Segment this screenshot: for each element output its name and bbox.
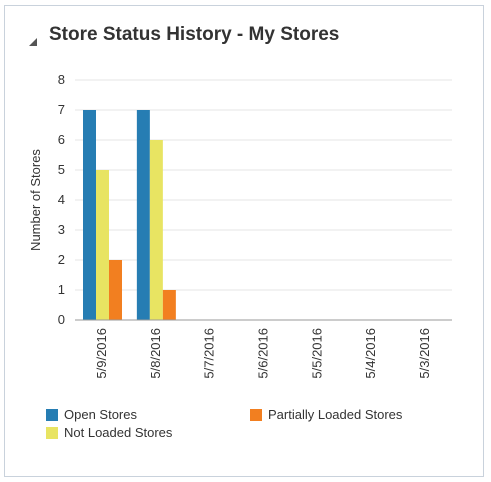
bar-open-stores [83,110,96,320]
y-tick-label: 5 [58,162,65,177]
legend-swatch-partially-loaded-stores [250,408,262,421]
legend-label-not-loaded-stores: Not Loaded Stores [64,425,173,440]
panel-header: Store Status History - My Stores [5,6,483,68]
legend-label-open-stores: Open Stores [64,407,137,422]
bar-partially-loaded-stores [162,290,176,320]
x-tick-label: 5/3/2016 [417,328,432,379]
y-tick-label: 3 [58,222,65,237]
bar-open-stores [136,110,150,320]
x-tick-label: 5/9/2016 [94,328,109,379]
y-axis-title: Number of Stores [28,149,43,251]
panel-title: Store Status History - My Stores [49,24,340,45]
x-tick-label: 5/4/2016 [363,328,378,379]
bar-not-loaded-stores [149,140,163,320]
bar-partially-loaded-stores [109,260,122,320]
y-tick-label: 2 [58,252,65,267]
legend-item-not-loaded-stores[interactable]: Not Loaded Stores [46,425,172,440]
legend-item-partially-loaded-stores[interactable]: Partially Loaded Stores [250,407,402,422]
legend-item-open-stores[interactable]: Open Stores [46,407,137,422]
legend-swatch-not-loaded-stores [46,426,58,439]
y-tick-label: 1 [58,282,65,297]
bar-not-loaded-stores [96,170,109,320]
x-tick-label: 5/8/2016 [148,328,163,379]
y-tick-label: 0 [58,312,65,327]
y-tick-label: 7 [58,102,65,117]
collapse-triangle-icon[interactable] [29,38,37,46]
y-tick-label: 6 [58,132,65,147]
y-tick-label: 4 [58,192,65,207]
x-tick-label: 5/5/2016 [309,328,324,379]
legend-label-partially-loaded-stores: Partially Loaded Stores [268,407,403,422]
legend-swatch-open-stores [46,408,58,421]
x-tick-label: 5/7/2016 [202,328,217,379]
x-tick-label: 5/6/2016 [256,328,271,379]
y-tick-label: 8 [58,72,65,87]
